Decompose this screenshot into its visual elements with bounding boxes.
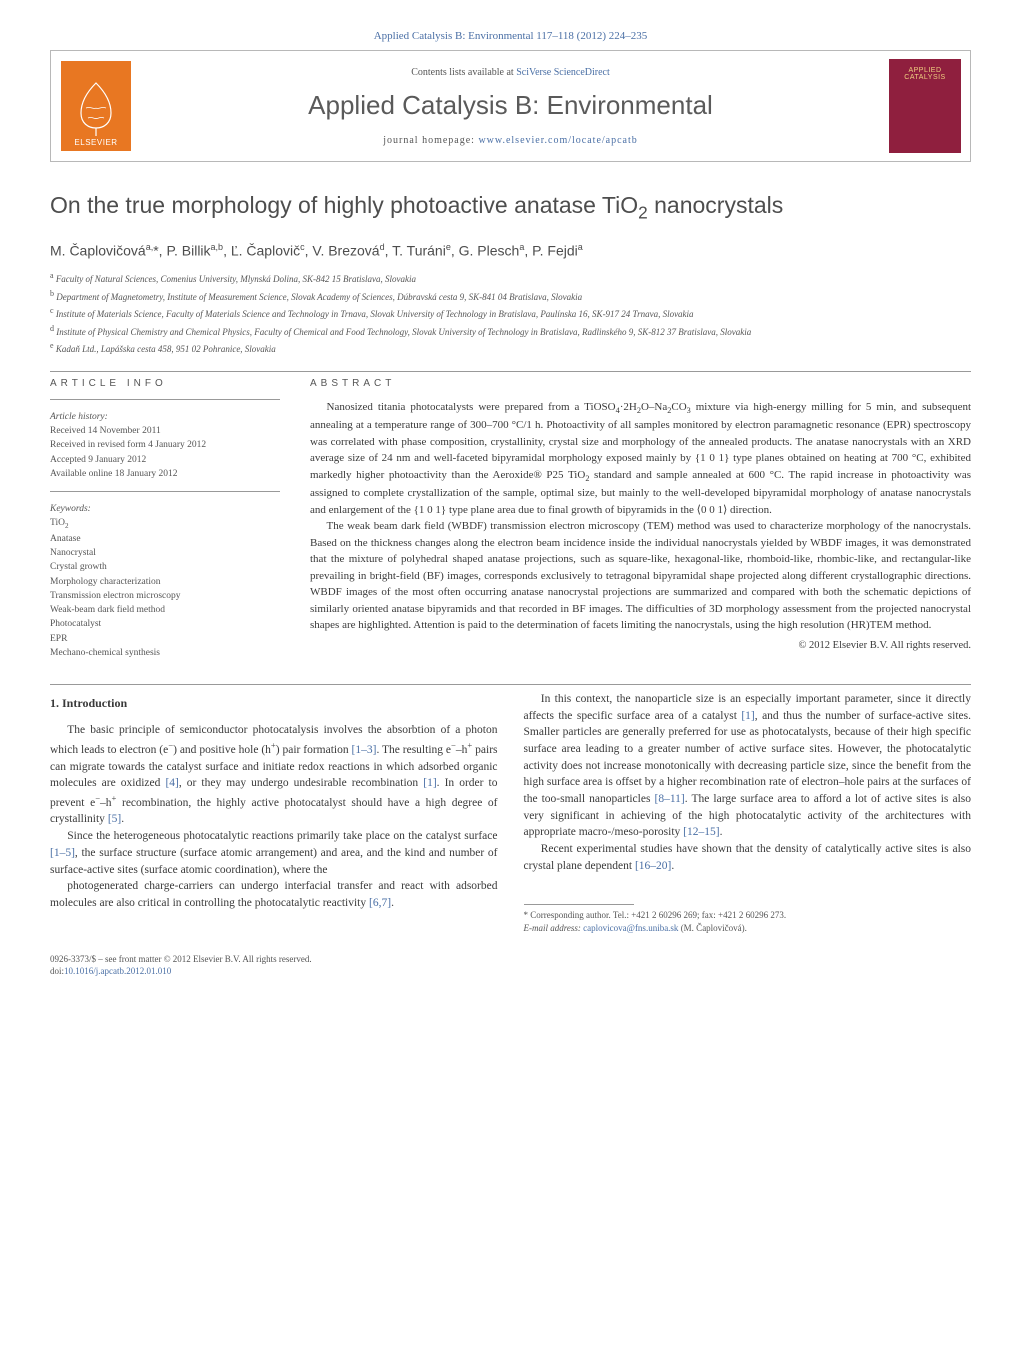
contents-prefix: Contents lists available at [411, 67, 516, 78]
publisher-logo-text: ELSEVIER [74, 138, 117, 147]
elsevier-logo: ELSEVIER [61, 61, 131, 151]
keyword-item: EPR [50, 632, 280, 646]
affiliation-item: b Department of Magnetometry, Institute … [50, 288, 971, 305]
divider-bottom [50, 684, 971, 685]
contents-available-line: Contents lists available at SciVerse Sci… [141, 67, 880, 78]
body-paragraph: Since the heterogeneous photocatalytic r… [50, 828, 498, 878]
abstract-label: ABSTRACT [310, 378, 971, 389]
keyword-item: Morphology characterization [50, 575, 280, 589]
keywords-block: Keywords: TiO2AnataseNanocrystalCrystal … [50, 502, 280, 660]
article-info-label: ARTICLE INFO [50, 378, 280, 389]
affiliation-item: d Institute of Physical Chemistry and Ch… [50, 323, 971, 340]
doi-label: doi: [50, 966, 64, 976]
footnote-separator [524, 904, 634, 905]
body-text: 1. Introduction The basic principle of s… [50, 691, 971, 935]
article-info-column: ARTICLE INFO Article history: Received 1… [50, 378, 280, 660]
cover-thumb-area: APPLIED CATALYSIS [880, 51, 970, 161]
masthead-box: ELSEVIER Contents lists available at Sci… [50, 50, 971, 162]
history-item: Received in revised form 4 January 2012 [50, 438, 280, 452]
email-line: E-mail address: caplovicova@fns.uniba.sk… [524, 922, 972, 935]
body-paragraph: Recent experimental studies have shown t… [524, 841, 972, 874]
affiliation-item: a Faculty of Natural Sciences, Comenius … [50, 270, 971, 287]
keyword-item: Crystal growth [50, 560, 280, 574]
copyright-line: © 2012 Elsevier B.V. All rights reserved… [310, 640, 971, 651]
doi-link[interactable]: 10.1016/j.apcatb.2012.01.010 [64, 966, 171, 976]
affiliation-item: c Institute of Materials Science, Facult… [50, 305, 971, 322]
cover-text-1: APPLIED [908, 67, 941, 74]
keyword-item: Nanocrystal [50, 546, 280, 560]
section-heading-intro: 1. Introduction [50, 695, 498, 712]
info-rule-1 [50, 399, 280, 400]
history-item: Received 14 November 2011 [50, 424, 280, 438]
keywords-label: Keywords: [50, 502, 280, 516]
homepage-prefix: journal homepage: [383, 135, 478, 146]
body-paragraph: photogenerated charge-carriers can under… [50, 878, 498, 911]
abstract-column: ABSTRACT Nanosized titania photocatalyst… [310, 378, 971, 660]
homepage-line: journal homepage: www.elsevier.com/locat… [141, 135, 880, 146]
email-person: (M. Čaplovičová). [681, 923, 747, 933]
abstract-text: Nanosized titania photocatalysts were pr… [310, 399, 971, 634]
journal-reference: Applied Catalysis B: Environmental 117–1… [50, 30, 971, 42]
cover-text-2: CATALYSIS [904, 74, 945, 81]
article-title: On the true morphology of highly photoac… [50, 192, 971, 224]
footer-meta: 0926-3373/$ – see front matter © 2012 El… [50, 953, 971, 978]
keyword-item: TiO2 [50, 516, 280, 532]
body-paragraph: In this context, the nanoparticle size i… [524, 691, 972, 841]
author-list: M. Čaplovičováa,*, P. Billika,b, Ľ. Čapl… [50, 242, 971, 259]
keyword-item: Weak-beam dark field method [50, 603, 280, 617]
sciencedirect-link[interactable]: SciVerse ScienceDirect [516, 67, 610, 78]
keyword-item: Anatase [50, 532, 280, 546]
keyword-item: Photocatalyst [50, 617, 280, 631]
email-label: E-mail address: [524, 923, 581, 933]
masthead-center: Contents lists available at SciVerse Sci… [141, 51, 880, 161]
history-label: Article history: [50, 410, 280, 424]
journal-title: Applied Catalysis B: Environmental [141, 90, 880, 121]
divider-top [50, 371, 971, 372]
affiliation-item: e Kadaň Ltd., Lapášska cesta 458, 951 02… [50, 340, 971, 357]
abstract-paragraph: Nanosized titania photocatalysts were pr… [310, 399, 971, 519]
history-item: Accepted 9 January 2012 [50, 453, 280, 467]
doi-line: doi:10.1016/j.apcatb.2012.01.010 [50, 965, 971, 978]
affiliation-list: a Faculty of Natural Sciences, Comenius … [50, 270, 971, 357]
issn-line: 0926-3373/$ – see front matter © 2012 El… [50, 953, 971, 966]
info-rule-2 [50, 491, 280, 492]
publisher-logo-area: ELSEVIER [51, 51, 141, 161]
keyword-item: Transmission electron microscopy [50, 589, 280, 603]
info-abstract-row: ARTICLE INFO Article history: Received 1… [50, 378, 971, 660]
corresponding-author-line: * Corresponding author. Tel.: +421 2 602… [524, 909, 972, 922]
corresponding-footnote: * Corresponding author. Tel.: +421 2 602… [524, 909, 972, 934]
history-item: Available online 18 January 2012 [50, 467, 280, 481]
homepage-link[interactable]: www.elsevier.com/locate/apcatb [478, 135, 637, 146]
article-history: Article history: Received 14 November 20… [50, 410, 280, 481]
keyword-item: Mechano-chemical synthesis [50, 646, 280, 660]
abstract-paragraph: The weak beam dark field (WBDF) transmis… [310, 518, 971, 634]
journal-cover-thumb: APPLIED CATALYSIS [889, 59, 961, 153]
body-paragraph: The basic principle of semiconductor pho… [50, 722, 498, 828]
tree-icon [66, 78, 126, 138]
email-link[interactable]: caplovicova@fns.uniba.sk [583, 923, 678, 933]
